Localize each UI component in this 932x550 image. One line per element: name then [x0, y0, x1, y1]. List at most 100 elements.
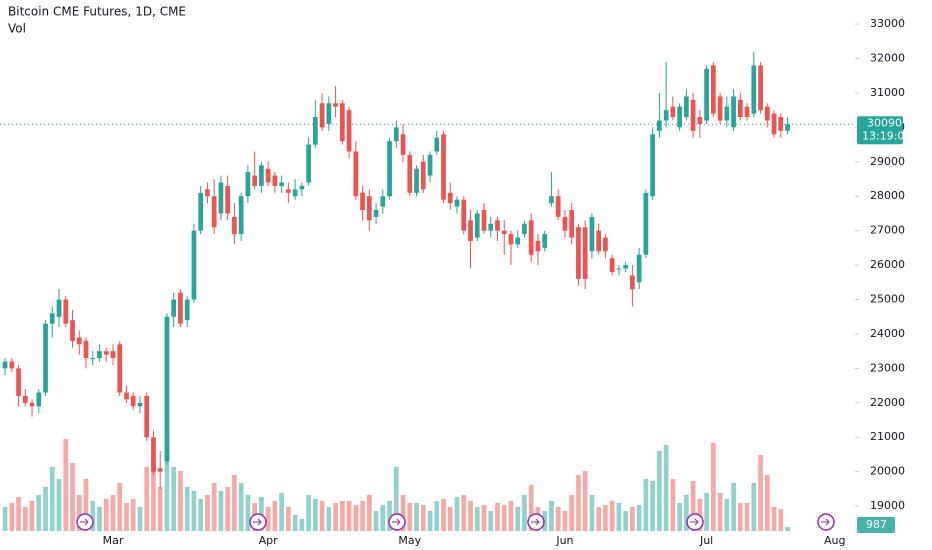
candle-body [117, 344, 123, 393]
volume-bar [265, 507, 271, 531]
candle-body [603, 237, 608, 252]
candle-body [90, 358, 96, 360]
event-marker[interactable] [527, 513, 545, 531]
volume-bar [737, 503, 743, 531]
x-tick-label: May [398, 534, 421, 547]
candle-body [596, 230, 602, 252]
y-tick-label: 21000 [870, 430, 905, 443]
candle-body [164, 316, 170, 462]
volume-bar [508, 501, 514, 531]
volume-bar [771, 507, 777, 531]
volume-bar [225, 487, 231, 531]
candle-body [43, 323, 48, 393]
volume-bar [360, 501, 365, 531]
candle-body [758, 65, 763, 111]
candle-body [549, 196, 554, 204]
volume-bar [454, 497, 460, 531]
candle-body [380, 196, 386, 207]
event-markers [76, 513, 835, 531]
candle-body [501, 230, 507, 235]
volume-bar [616, 503, 622, 531]
volume-bar [83, 479, 89, 531]
event-marker[interactable] [686, 513, 704, 531]
candle-body [265, 168, 271, 183]
candle-body [171, 299, 177, 317]
x-tick-label: Aug [824, 534, 845, 547]
volume-bar [137, 507, 143, 531]
candle-body [130, 395, 136, 407]
last-price-label: 30090 [867, 116, 902, 129]
candle-body [414, 168, 419, 193]
candle-body [562, 216, 568, 231]
candle-body [589, 216, 595, 252]
candle-body [70, 320, 75, 341]
volume-bar [522, 495, 527, 531]
candle-body [616, 268, 622, 270]
candle-body [636, 254, 642, 283]
y-tick-label: 33000 [870, 17, 905, 30]
candle-body [670, 106, 676, 118]
candle-body [623, 265, 629, 269]
candle-body [508, 234, 514, 245]
candle-body [184, 299, 190, 321]
volume-bar [110, 495, 116, 531]
candle-body [178, 292, 183, 324]
volume-bar [124, 503, 129, 531]
candle-body [393, 127, 399, 142]
volume-bar [562, 511, 568, 531]
volume-bar [90, 501, 96, 531]
y-tick-label: 27000 [870, 224, 905, 237]
candle-body [339, 103, 345, 142]
volume-bar [778, 509, 784, 531]
volume-bar [319, 501, 325, 531]
candle-body [16, 368, 21, 396]
candle-body [690, 99, 696, 131]
volume-bar [731, 483, 736, 531]
volume-bar [326, 507, 332, 531]
volume-bar [353, 505, 359, 531]
candle-body [373, 210, 379, 217]
candle-body [205, 189, 210, 197]
candle-body [764, 106, 770, 121]
y-tick-label: 23000 [870, 361, 905, 374]
volume-bar [366, 495, 372, 531]
candle-body [56, 299, 62, 317]
volume-bar [151, 455, 156, 531]
candle-body [663, 110, 669, 121]
candle-body [353, 151, 359, 197]
event-marker[interactable] [388, 513, 406, 531]
volume-bar [171, 467, 177, 531]
volume-bar [333, 503, 338, 531]
candle-body [259, 165, 264, 186]
volume-bar [751, 483, 757, 531]
volume-bar [501, 505, 507, 531]
volume-bar [306, 495, 311, 531]
event-marker[interactable] [76, 513, 94, 531]
volume-bar [441, 499, 446, 531]
candle-body [434, 137, 440, 152]
volume-bar [272, 501, 278, 531]
candle-body [387, 141, 392, 197]
volume-bar [427, 511, 433, 531]
candle-body [279, 182, 284, 186]
candle-body [785, 124, 790, 131]
x-tick-label: Jul [699, 534, 713, 547]
event-marker[interactable] [249, 513, 267, 531]
volume-bar [157, 487, 163, 531]
candle-body [211, 196, 217, 228]
volume-bar [36, 495, 42, 531]
y-tick-label: 28000 [870, 189, 905, 202]
volume-bar [657, 451, 662, 531]
volume-bar [434, 501, 440, 531]
candle-body [144, 395, 150, 438]
volume-bar [650, 481, 655, 531]
event-marker[interactable] [817, 513, 835, 531]
volume-bar [717, 493, 723, 531]
volume-bar [670, 479, 676, 531]
candle-body [407, 154, 413, 193]
volume-bar [29, 501, 35, 531]
countdown-label: 13:19:02 [862, 129, 911, 142]
candle-body [400, 134, 406, 155]
volume-bar [710, 443, 716, 531]
